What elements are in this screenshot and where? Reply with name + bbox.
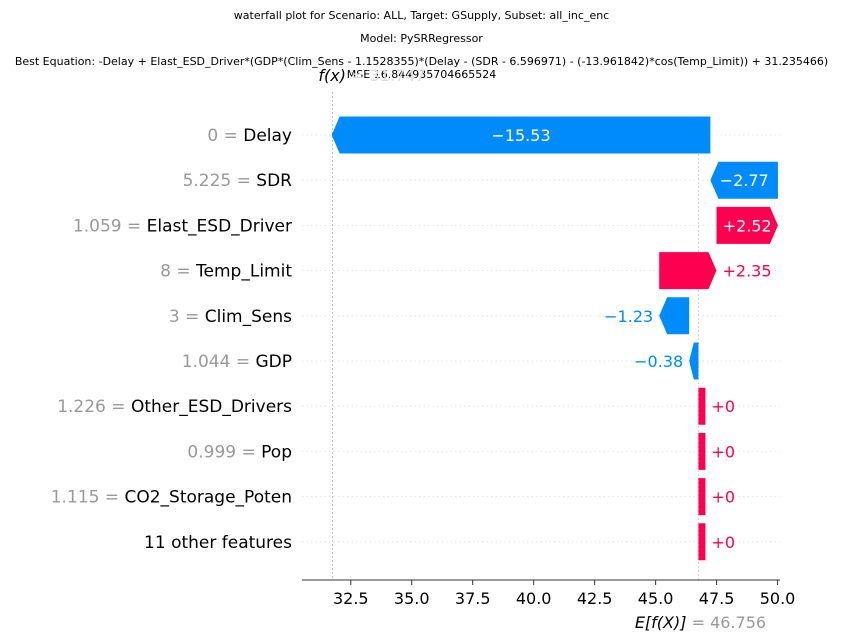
feature-label-2: 5.225 = SDR (183, 171, 293, 191)
waterfall-bar-6 (689, 342, 699, 380)
waterfall-bar-9 (698, 478, 706, 516)
feature-name: Clim_Sens (205, 307, 292, 327)
contribution-label-1: −15.53 (491, 126, 550, 145)
x-tick-label: 50.0 (760, 589, 796, 608)
contribution-label-3: +2.52 (723, 216, 772, 235)
contribution-label-2: −2.77 (720, 171, 769, 190)
chart-subtitle-model: Model: PySRRegressor (360, 32, 483, 45)
waterfall-bar-4 (659, 252, 717, 290)
contribution-label-9: +0 (711, 488, 735, 507)
waterfall-bar-1 (331, 116, 711, 154)
contribution-label-8: +0 (711, 442, 735, 461)
waterfall-bar-8 (698, 432, 706, 470)
contribution-label-6: −0.38 (634, 352, 683, 371)
base-value-number: = 46.756 (692, 613, 766, 632)
chart-title: waterfall plot for Scenario: ALL, Target… (233, 9, 610, 22)
feature-name: Elast_ESD_Driver (147, 216, 292, 236)
x-tick-label: 47.5 (699, 589, 735, 608)
base-value-label: E[f(X)] = 46.756 (635, 613, 766, 632)
feature-value: 1.115 = (51, 488, 125, 508)
waterfall-bar-5 (659, 297, 690, 335)
feature-name: 11 other features (144, 533, 292, 553)
feature-value: 0.999 = (187, 442, 261, 462)
waterfall-bar-7 (698, 387, 706, 425)
feature-label-4: 8 = Temp_Limit (160, 262, 292, 282)
feature-label-1: 0 = Delay (207, 126, 292, 146)
feature-name: SDR (256, 171, 292, 191)
fx-number: = 31.747 (351, 66, 425, 85)
feature-value: 1.059 = (73, 216, 147, 236)
fx-value-label: f(x) = 31.747 (318, 66, 425, 85)
feature-name: Other_ESD_Drivers (131, 397, 292, 417)
feature-value: 0 = (207, 126, 243, 146)
feature-value: 5.225 = (183, 171, 257, 191)
x-tick-label: 32.5 (333, 589, 369, 608)
waterfall-bar-2 (710, 161, 778, 199)
x-tick-label: 37.5 (455, 589, 491, 608)
contribution-label-7: +0 (711, 397, 735, 416)
feature-value: 3 = (169, 307, 205, 327)
feature-label-9: 1.115 = CO2_Storage_Poten (51, 488, 292, 508)
feature-label-6: 1.044 = GDP (182, 352, 292, 372)
feature-value: 1.044 = (182, 352, 256, 372)
chart-subtitle-equation: Best Equation: -Delay + Elast_ESD_Driver… (14, 55, 829, 68)
feature-name: CO2_Storage_Poten (124, 488, 292, 508)
feature-label-10: 11 other features (144, 533, 292, 553)
feature-value: 1.226 = (57, 397, 131, 417)
feature-name: Temp_Limit (195, 262, 292, 282)
feature-name: Delay (243, 126, 292, 146)
waterfall-bar-10 (698, 523, 706, 561)
feature-name: Pop (261, 442, 292, 462)
contribution-label-4: +2.35 (722, 262, 771, 281)
feature-label-8: 0.999 = Pop (187, 442, 292, 462)
feature-label-5: 3 = Clim_Sens (169, 307, 292, 327)
chart-subtitle-mse: MSE 16.844935704665524 (346, 68, 497, 81)
feature-value: 8 = (160, 262, 196, 282)
feature-name: GDP (255, 352, 292, 372)
waterfall-bar-3 (716, 206, 778, 244)
feature-label-7: 1.226 = Other_ESD_Drivers (57, 397, 292, 417)
contribution-label-5: −1.23 (604, 307, 653, 326)
contribution-label-10: +0 (711, 533, 735, 552)
fx-name: f(x) (318, 66, 351, 85)
x-tick-label: 45.0 (638, 589, 674, 608)
base-value-name: E[f(X)] (635, 613, 692, 632)
x-tick-label: 40.0 (516, 589, 552, 608)
x-tick-label: 42.5 (577, 589, 613, 608)
x-tick-label: 35.0 (394, 589, 430, 608)
feature-label-3: 1.059 = Elast_ESD_Driver (73, 216, 292, 236)
